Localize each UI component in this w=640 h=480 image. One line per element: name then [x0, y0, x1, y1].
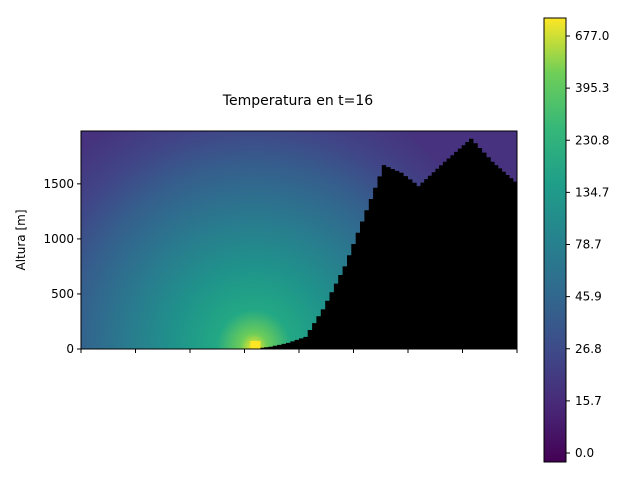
colorbar-ticks: 677.0 395.3 230.8 134.7 78.7 45.9 26.8 15.7 0.0 [566, 29, 609, 460]
colorbar-tick-label: 677.0 [575, 29, 609, 43]
colorbar-tick-label: 0.0 [575, 446, 594, 460]
y-tick-label: 1000 [43, 232, 74, 246]
y-tick-label: 0 [66, 342, 74, 356]
plot-area [81, 131, 517, 349]
colorbar [543, 17, 567, 463]
colorbar-tick-label: 26.8 [575, 342, 602, 356]
colorbar-tick-label: 134.7 [575, 185, 609, 199]
y-tick-label: 500 [51, 287, 74, 301]
heat-source-cell [250, 341, 261, 349]
chart-title: Temperatura en t=16 [222, 93, 373, 109]
colorbar-tick-label: 45.9 [575, 290, 602, 304]
x-axis-ticks [80, 349, 518, 353]
colorbar-tick-label: 395.3 [575, 81, 609, 95]
y-tick-label: 1500 [43, 177, 74, 191]
terrain-mountain [81, 138, 517, 349]
y-axis-label: Altura [m] [14, 209, 28, 270]
colorbar-tick-label: 15.7 [575, 394, 602, 408]
y-axis-ticks: 0 500 1000 1500 [43, 177, 81, 356]
colorbar-tick-label: 78.7 [575, 238, 602, 252]
colorbar-tick-label: 230.8 [575, 133, 609, 147]
